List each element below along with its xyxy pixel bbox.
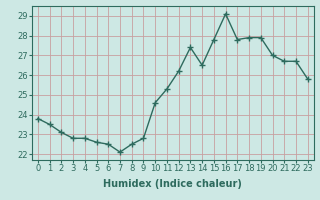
- X-axis label: Humidex (Indice chaleur): Humidex (Indice chaleur): [103, 179, 242, 189]
